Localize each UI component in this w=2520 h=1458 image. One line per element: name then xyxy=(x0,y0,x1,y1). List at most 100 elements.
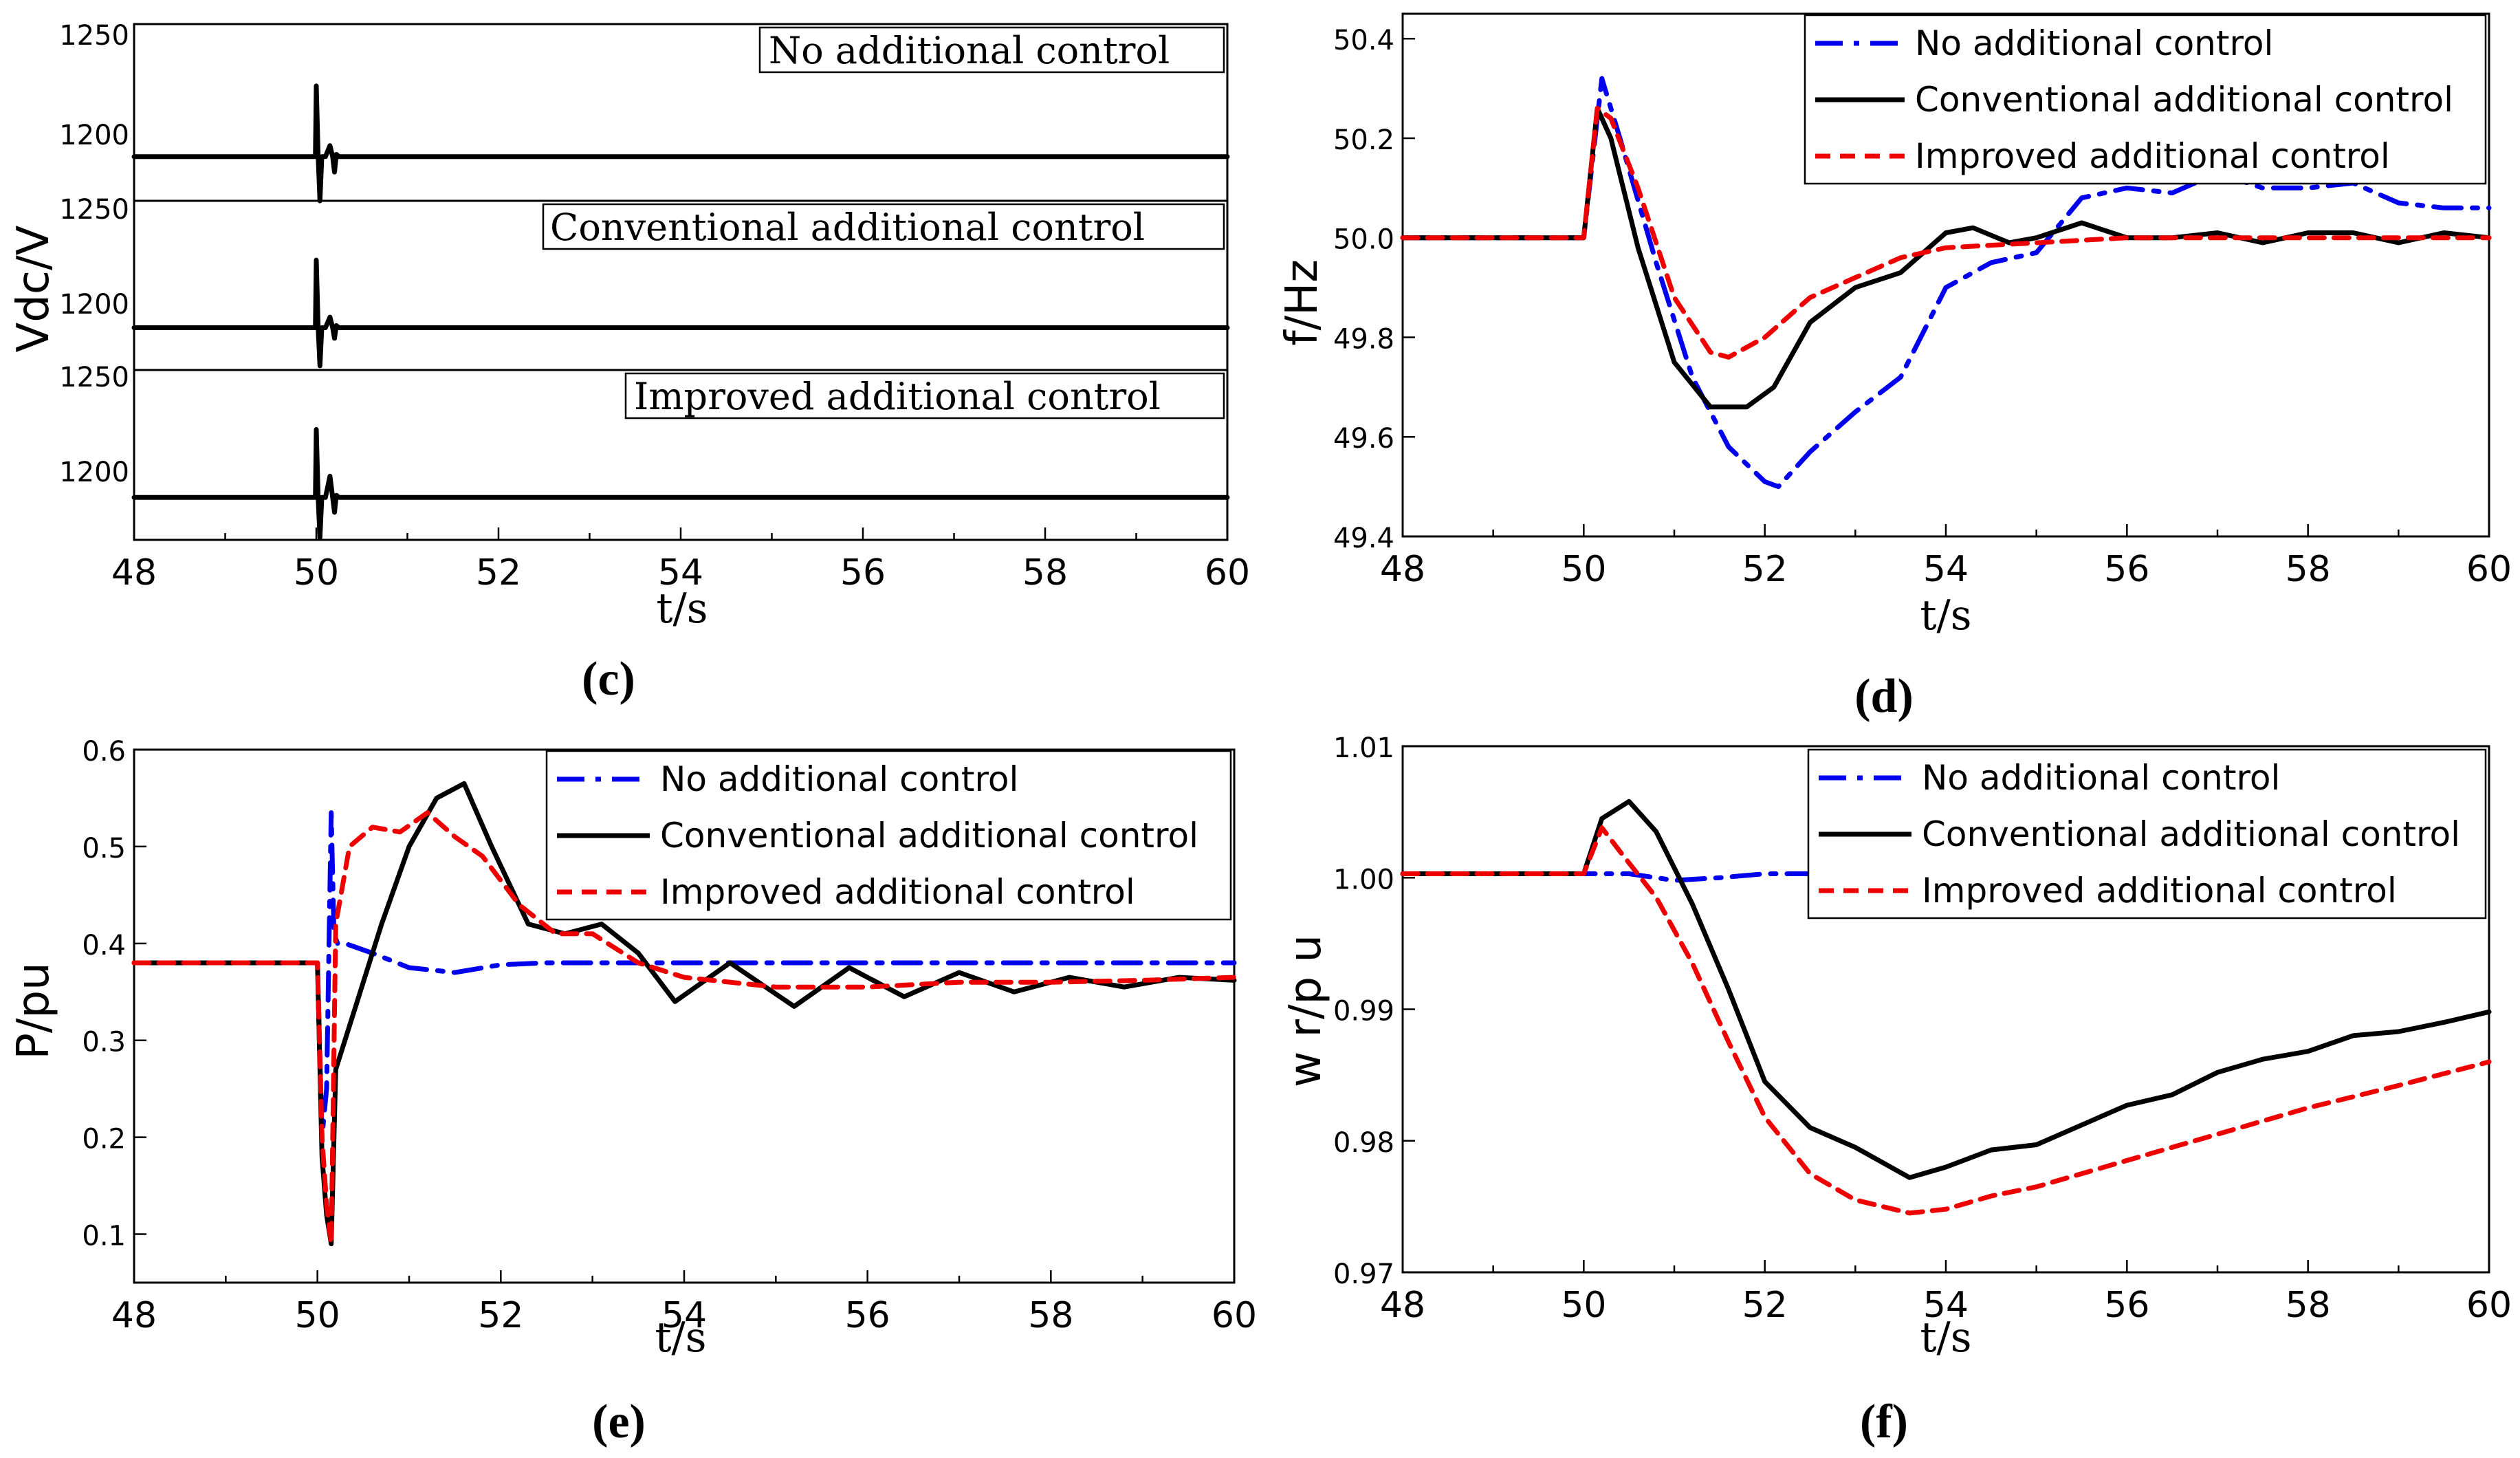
panel-e-series-no-control xyxy=(131,810,1237,1140)
panel-d-series-improved xyxy=(1400,106,2492,360)
f-xtick-label: 52 xyxy=(1742,1285,1788,1326)
panel-c-sub1-label-box xyxy=(758,26,1225,74)
panel-f-y-axis: 0.97 0.98 0.99 1.00 1.01 xyxy=(1333,732,1415,1290)
panel-d: 48 50 52 54 56 58 60 49.449.649.850.050.250.4 … xyxy=(1277,12,2512,723)
d-xtick-label: 58 xyxy=(2286,549,2331,590)
e-ytick-label: 0.6 xyxy=(82,736,126,768)
panel-c-sub1-label: No additional control xyxy=(769,29,1170,72)
c-xtick-label: 54 xyxy=(658,552,703,594)
panel-e-legend: No additional control Conventional addit… xyxy=(545,750,1232,921)
panel-e: 48 50 52 54 56 58 60 0.1 0.2 0.3 0.4 0.5 0.6 No add… xyxy=(8,736,1257,1448)
f-xtick-label: 54 xyxy=(1923,1285,1969,1326)
f-xtick-label: 56 xyxy=(2104,1285,2149,1326)
c-xtick-label: 58 xyxy=(1022,552,1068,594)
panel-c-caption: (c) xyxy=(582,653,635,706)
f-ytick-label: 0.98 xyxy=(1333,1127,1394,1159)
c-xtick-label: 60 xyxy=(1205,552,1250,594)
c-xtick-label: 48 xyxy=(111,552,157,594)
panel-f: 48 50 52 54 56 58 60 0.97 0.98 0.99 1.00 1.01 No a… xyxy=(1280,732,2512,1448)
panel-e-xlabel: t/s xyxy=(655,1314,706,1362)
panel-c-sub2-label-box xyxy=(542,203,1225,250)
panel-d-x-axis: 48 50 52 54 56 58 60 xyxy=(1380,524,2512,590)
panel-e-x-axis: 48 50 52 54 56 58 60 xyxy=(111,1270,1257,1336)
f-xtick-label: 50 xyxy=(1561,1285,1606,1326)
panel-c-sub1-ytick-1200: 1200 xyxy=(59,120,129,151)
panel-c-ylabel: Vdc/V xyxy=(8,225,59,352)
c-xtick-label: 50 xyxy=(294,552,339,594)
d-ytick-label: 49.6 xyxy=(1333,423,1394,455)
panel-e-legend-box xyxy=(545,750,1232,921)
e-xtick-label: 50 xyxy=(295,1295,340,1336)
panel-f-legend-box xyxy=(1807,748,2487,920)
panel-d-caption: (d) xyxy=(1854,670,1914,723)
f-xtick-label: 48 xyxy=(1380,1285,1425,1326)
panel-c-sub3-ytick-1200: 1200 xyxy=(59,457,129,488)
d-xtick-label: 48 xyxy=(1380,549,1425,590)
panel-d-legend-label-no-control: No additional control xyxy=(1915,23,2273,63)
panel-e-series-improved xyxy=(131,810,1237,1247)
panel-e-legend-label-conventional: Conventional additional control xyxy=(660,816,1198,856)
panel-f-legend: No additional control Conventional addit… xyxy=(1807,748,2487,920)
panel-e-legend-label-improved: Improved additional control xyxy=(660,872,1135,912)
panel-c-sub2-ytick-1250: 1250 xyxy=(59,194,129,226)
f-ytick-label: 0.97 xyxy=(1333,1259,1394,1290)
e-xtick-label: 54 xyxy=(661,1295,707,1336)
panel-f-legend-label-no-control: No additional control xyxy=(1922,758,2280,798)
e-ytick-label: 0.2 xyxy=(82,1124,126,1155)
panel-c-sub3-label-box xyxy=(624,372,1225,420)
panel-c-sub2-label: Conventional additional control xyxy=(550,206,1145,249)
d-ytick-label: 49.8 xyxy=(1333,323,1394,355)
d-ytick-label: 50.2 xyxy=(1333,124,1394,156)
e-ytick-label: 0.1 xyxy=(82,1221,126,1252)
panel-d-ylabel: f/Hz xyxy=(1277,259,1328,346)
panel-e-ylabel: P/pu xyxy=(8,962,59,1059)
panel-f-caption: (f) xyxy=(1860,1395,1908,1448)
panel-d-legend: No additional control Conventional addit… xyxy=(1804,14,2487,185)
panel-c: 48 50 52 54 56 58 60 1250 1200 1250 1200 1250 … xyxy=(8,20,1250,706)
d-xtick-label: 52 xyxy=(1742,549,1788,590)
d-ytick-label: 49.4 xyxy=(1333,523,1394,554)
panel-d-legend-label-improved: Improved additional control xyxy=(1915,136,2390,176)
panel-d-legend-label-conventional: Conventional additional control xyxy=(1915,80,2453,120)
f-ytick-label: 1.00 xyxy=(1333,864,1394,895)
d-xtick-label: 56 xyxy=(2104,549,2149,590)
c-xtick-label: 52 xyxy=(476,552,521,594)
e-ytick-label: 0.3 xyxy=(82,1027,126,1058)
panel-f-series-conventional xyxy=(1400,798,2492,1180)
panel-f-legend-label-conventional: Conventional additional control xyxy=(1922,814,2460,854)
panel-d-xlabel: t/s xyxy=(1920,591,1971,640)
panel-f-ylabel: w r/p u xyxy=(1280,935,1331,1087)
e-xtick-label: 58 xyxy=(1028,1295,1073,1336)
d-xtick-label: 60 xyxy=(2466,549,2512,590)
panel-d-y-axis: 49.4 49.6 49.8 50.0 50.2 50.4 xyxy=(1333,25,1415,554)
panel-f-legend-label-improved: Improved additional control xyxy=(1922,871,2397,911)
d-xtick-label: 50 xyxy=(1561,549,1606,590)
e-xtick-label: 56 xyxy=(845,1295,890,1336)
d-ytick-label: 50.0 xyxy=(1333,224,1394,256)
e-ytick-label: 0.4 xyxy=(82,930,126,961)
panel-e-caption: (e) xyxy=(592,1395,646,1448)
panel-c-sub2-vdc-line xyxy=(131,257,1230,369)
panel-d-series-no-control xyxy=(1400,76,2492,490)
panel-c-sub1-ytick-1250: 1250 xyxy=(59,20,129,52)
panel-c-sub1-vdc-line xyxy=(131,83,1230,204)
panel-c-sub2-ytick-1200: 1200 xyxy=(59,289,129,320)
c-xtick-label: 56 xyxy=(840,552,886,594)
panel-c-x-axis: 48 50 52 54 56 58 60 xyxy=(111,527,1250,594)
panel-e-legend-label-no-control: No additional control xyxy=(660,759,1018,799)
f-ytick-label: 1.01 xyxy=(1333,732,1394,764)
panel-c-xlabel: t/s xyxy=(656,585,708,633)
e-ytick-label: 0.5 xyxy=(82,833,126,864)
panel-c-sub3-vdc-line xyxy=(131,427,1230,541)
e-xtick-label: 52 xyxy=(478,1295,523,1336)
panel-f-xlabel: t/s xyxy=(1920,1314,1971,1362)
f-xtick-label: 58 xyxy=(2286,1285,2331,1326)
d-ytick-label: 50.4 xyxy=(1333,25,1394,56)
panel-d-series-conventional xyxy=(1400,106,2492,410)
d-xtick-label: 54 xyxy=(1923,549,1969,590)
f-ytick-label: 0.99 xyxy=(1333,996,1394,1027)
panel-e-y-axis: 0.1 0.2 0.3 0.4 0.5 0.6 xyxy=(82,736,146,1252)
panel-c-frame xyxy=(133,23,1229,541)
e-xtick-label: 60 xyxy=(1212,1295,1257,1336)
